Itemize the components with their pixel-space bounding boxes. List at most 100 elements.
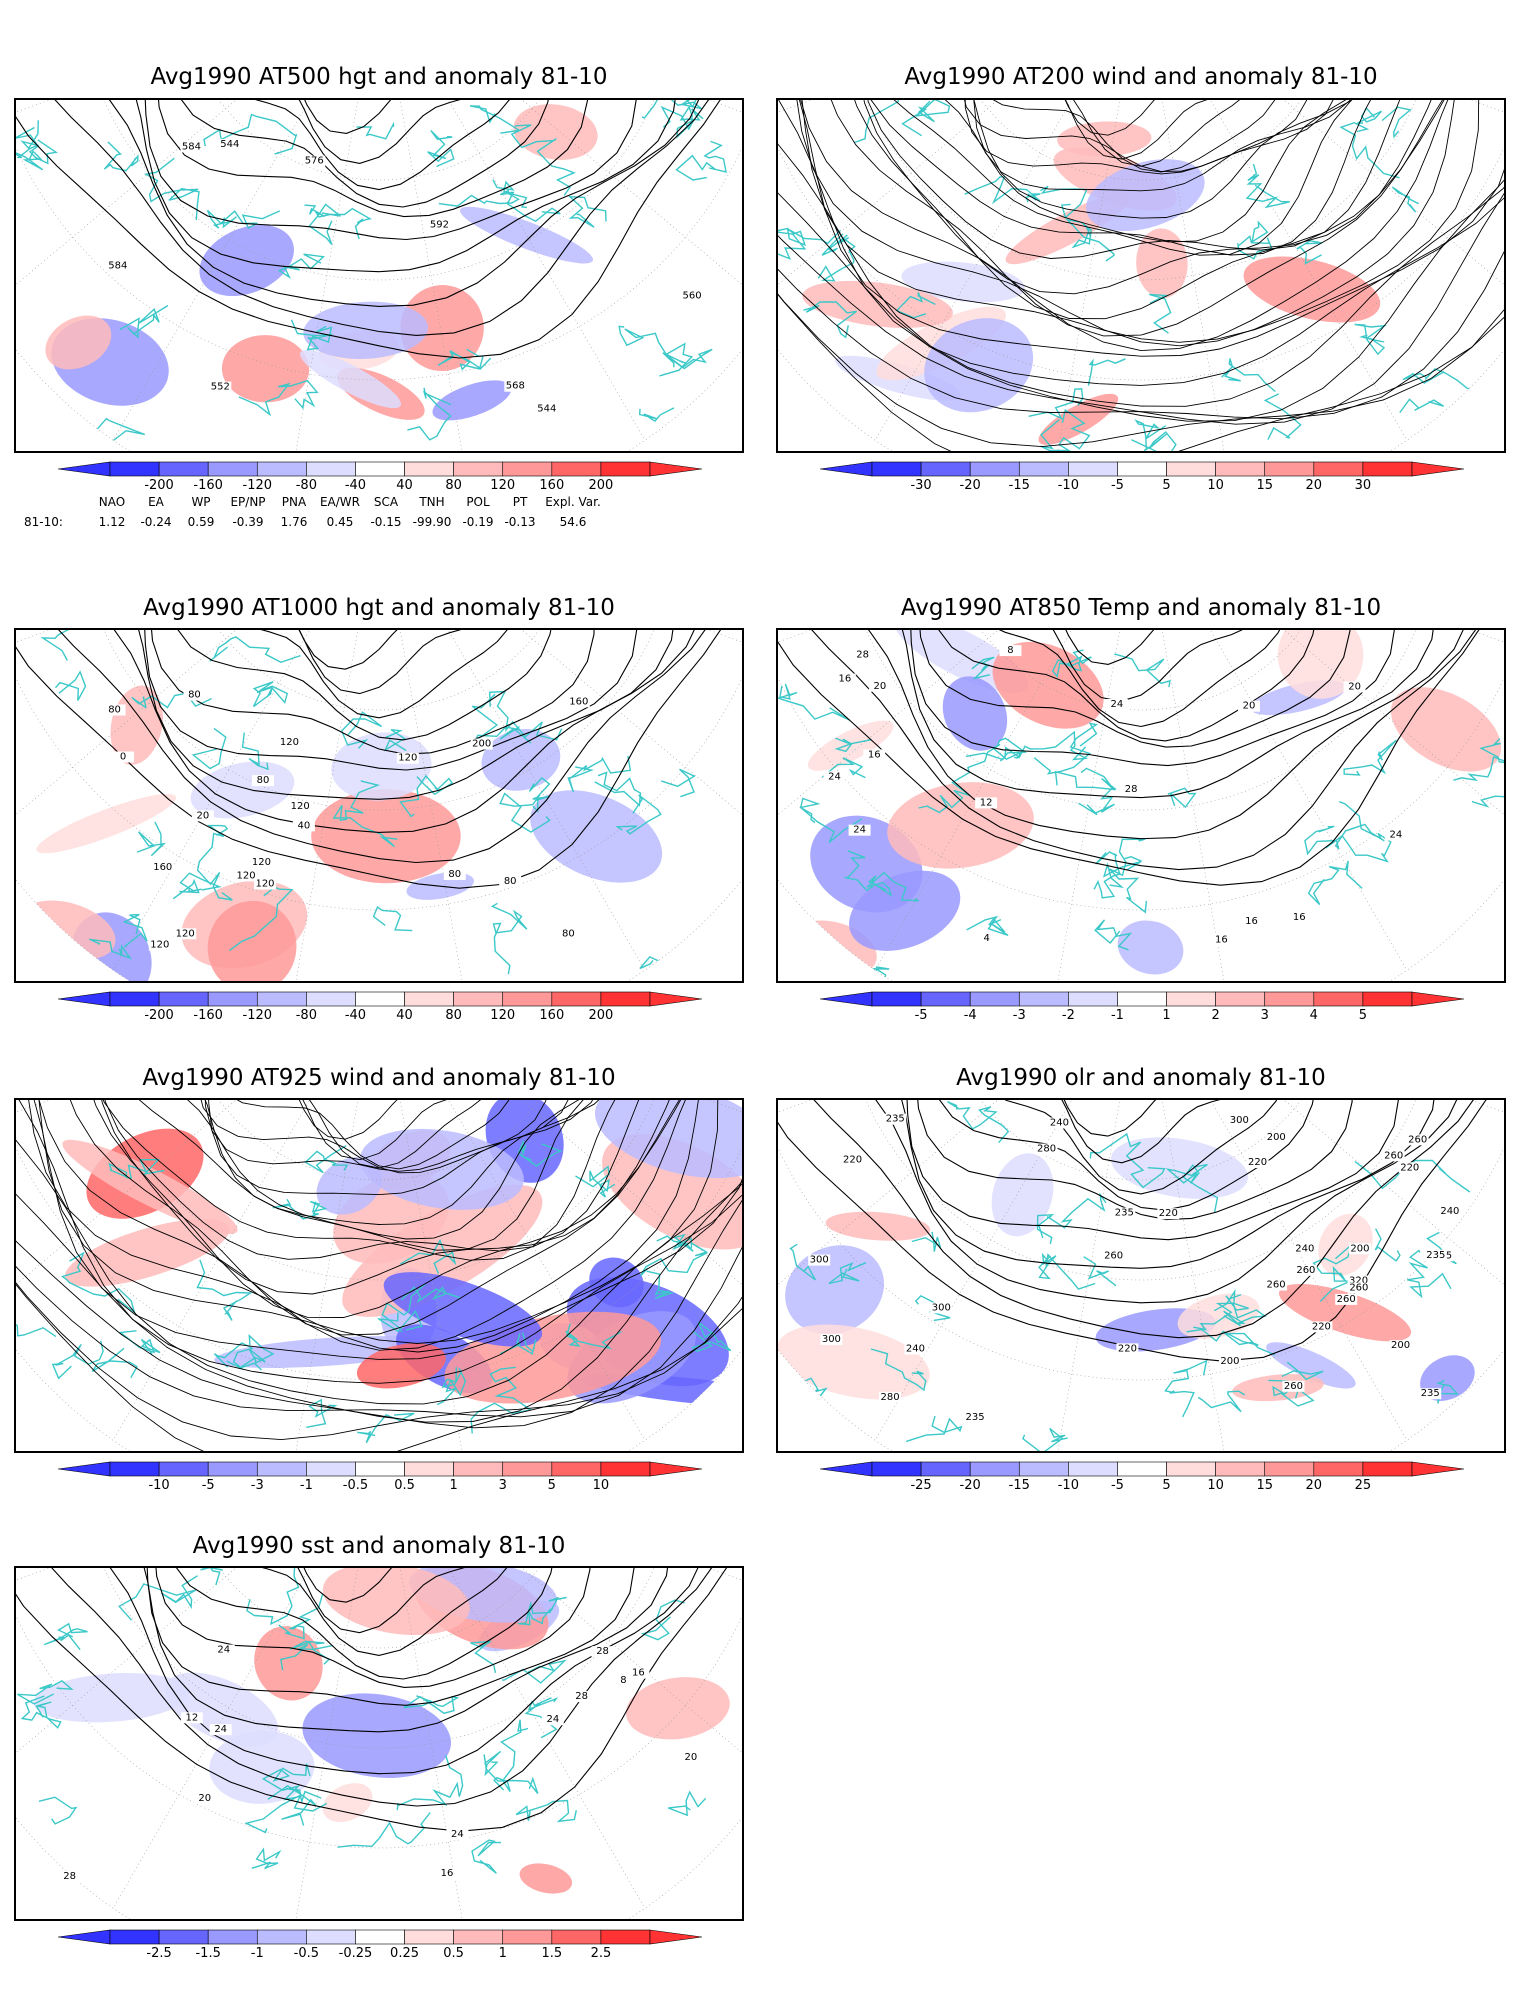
contour-label-bg bbox=[303, 155, 326, 167]
streamline bbox=[778, 143, 1504, 407]
map-svg-4: 20 24 24 4 8 12 16 16 20 24 28 16 16 28 24 20 16 bbox=[778, 630, 1504, 981]
colorbar-swatch bbox=[502, 991, 553, 1007]
coastline bbox=[1093, 851, 1121, 899]
contour-label: 300 bbox=[822, 1334, 841, 1345]
colorbar-tick-label: -80 bbox=[295, 478, 317, 493]
colorbar-swatch bbox=[306, 461, 356, 477]
coastline bbox=[1381, 106, 1412, 139]
coastline bbox=[778, 227, 842, 260]
coastline bbox=[438, 179, 520, 207]
contour-label: 120 bbox=[176, 928, 195, 939]
contour-label-bg bbox=[1347, 1282, 1370, 1294]
contour-labels: 2002202002352602602352402202352202002402… bbox=[808, 1113, 1461, 1423]
colorbar-swatch bbox=[600, 991, 651, 1007]
index-value: -99.90 bbox=[412, 515, 452, 529]
contour-label-bg bbox=[570, 1691, 593, 1703]
coastline bbox=[502, 1659, 567, 1684]
colorbar-swatch bbox=[207, 1461, 258, 1477]
colorbar-swatch bbox=[871, 991, 922, 1007]
colorbar-swatch bbox=[1215, 461, 1266, 477]
coastline bbox=[407, 387, 452, 441]
contour-label: 220 bbox=[1248, 1157, 1267, 1168]
contour-line bbox=[260, 630, 508, 719]
colorbar-tick-label: 1 bbox=[449, 1478, 458, 1493]
index-table: NAO EA WP EP/NP PNA EA/WR SCA TNH POL PT Expl. Var… bbox=[0, 495, 760, 535]
colorbar-swatch bbox=[158, 461, 209, 477]
coastline bbox=[517, 1140, 563, 1167]
colorbar-tick-label: 200 bbox=[588, 1008, 614, 1023]
colorbar-swatch bbox=[1117, 1461, 1167, 1477]
streamline bbox=[778, 293, 1504, 448]
colorbar-swatch bbox=[453, 991, 504, 1007]
contour-line bbox=[1052, 630, 1243, 702]
contour-label: 16 bbox=[441, 1868, 454, 1879]
contours bbox=[778, 630, 1480, 886]
colorbar-tick-label: -5 bbox=[914, 1008, 928, 1023]
contour-label-bg bbox=[278, 737, 301, 749]
coastline bbox=[870, 1348, 927, 1392]
contour-label: 20 bbox=[684, 1752, 697, 1763]
anomaly-region bbox=[1277, 630, 1364, 699]
contour-label-bg bbox=[1382, 1150, 1405, 1162]
colorbar-svg-2 bbox=[820, 461, 1465, 477]
colorbar-tick-label: 10 bbox=[1207, 478, 1224, 493]
colorbar-tick-label: 1.5 bbox=[541, 1946, 563, 1961]
contour-label: 40 bbox=[298, 820, 311, 831]
contour-label-bg bbox=[218, 138, 241, 150]
colorbar-arrow-right bbox=[649, 991, 703, 1007]
anomaly-region bbox=[360, 1128, 524, 1210]
coastline bbox=[1028, 388, 1084, 420]
colorbar-tick-label: -80 bbox=[295, 1008, 317, 1023]
latitude-circle bbox=[778, 677, 1504, 911]
coastline bbox=[660, 768, 696, 798]
anomaly-region bbox=[45, 315, 112, 370]
streamline bbox=[138, 1100, 584, 1251]
contour-label: 8 bbox=[620, 1675, 626, 1686]
index-row-label: 81-10: bbox=[24, 515, 63, 529]
colorbar-swatch bbox=[1166, 1461, 1216, 1477]
coastline bbox=[213, 1342, 254, 1370]
contour-label-bg bbox=[180, 1712, 203, 1724]
contour-label: 260 bbox=[1296, 1265, 1315, 1276]
anomaly-region bbox=[1117, 920, 1184, 975]
streamline bbox=[1065, 100, 1208, 160]
contour-line bbox=[1004, 1100, 1278, 1195]
meridian-line bbox=[868, 630, 1073, 981]
streamline bbox=[302, 1100, 447, 1161]
latitude-circle bbox=[778, 147, 1504, 381]
anomaly-region bbox=[322, 1783, 373, 1823]
colorbar-tick-label: 80 bbox=[445, 478, 462, 493]
contour-label-bg bbox=[1218, 1355, 1241, 1367]
coastline bbox=[16, 126, 58, 165]
anomaly-region bbox=[207, 900, 297, 981]
anomaly-shading bbox=[802, 121, 1381, 445]
colorbar-tick-label: -3 bbox=[1012, 1008, 1026, 1023]
panel-title-6: Avg1990 olr and anomaly 81-10 bbox=[956, 1065, 1326, 1091]
coastline bbox=[515, 1799, 577, 1823]
coastline bbox=[1354, 1159, 1471, 1193]
contour-line bbox=[155, 1568, 591, 1688]
streamline bbox=[102, 1100, 616, 1261]
streamline bbox=[93, 1100, 682, 1318]
map-panel-1: 544 544 552 560 568 576 584 592 584 bbox=[14, 98, 744, 453]
contour-label-bg bbox=[1240, 915, 1263, 927]
colorbar-swatch bbox=[1313, 461, 1364, 477]
contour-label: 160 bbox=[569, 696, 588, 707]
streamline bbox=[992, 100, 1276, 173]
contour-label-bg bbox=[975, 797, 998, 809]
colorbar-swatch bbox=[355, 1929, 405, 1945]
coastline bbox=[1078, 767, 1115, 816]
contour-line bbox=[1065, 630, 1155, 665]
colorbar-swatch bbox=[1264, 461, 1315, 477]
contour-line bbox=[901, 630, 1434, 799]
coastline bbox=[427, 130, 455, 168]
index-header: WP bbox=[191, 495, 211, 509]
contour-label: 560 bbox=[683, 291, 702, 302]
index-value: 0.59 bbox=[187, 515, 215, 529]
colorbar-tick-label: -20 bbox=[959, 478, 981, 493]
coastline bbox=[357, 1412, 415, 1444]
colorbar-swatch bbox=[158, 1461, 209, 1477]
meridian-line bbox=[1209, 1100, 1414, 1451]
contour-label-bg bbox=[292, 820, 315, 832]
coastline bbox=[488, 690, 563, 741]
